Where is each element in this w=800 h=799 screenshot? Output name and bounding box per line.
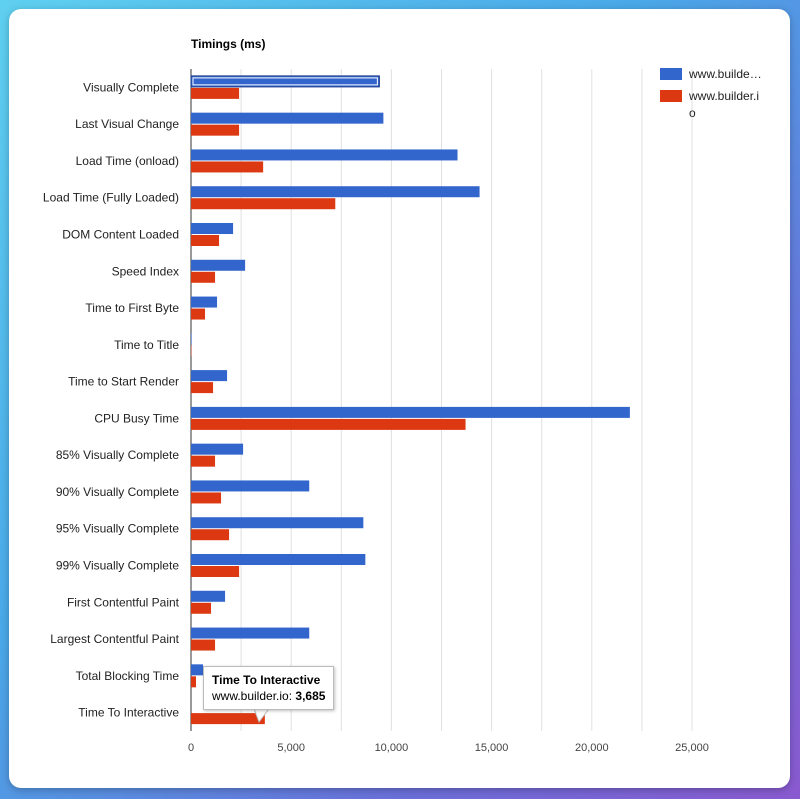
bar[interactable] — [191, 713, 265, 725]
bar[interactable] — [191, 112, 384, 124]
bar[interactable] — [191, 370, 228, 382]
category-label: First Contentful Paint — [67, 595, 180, 609]
category-label: Last Visual Change — [75, 117, 179, 131]
bar[interactable] — [191, 627, 310, 639]
category-label: Time to Start Render — [68, 375, 179, 389]
tooltip-value: 3,685 — [295, 689, 326, 703]
category-label: Time to Title — [114, 338, 179, 352]
bar[interactable] — [191, 676, 197, 688]
bar[interactable] — [191, 602, 212, 614]
bar[interactable] — [191, 590, 226, 602]
chart-card: Timings (ms) 0 5,000 10,000 15,000 20,000 25,0… — [9, 9, 790, 788]
category-label: Load Time (Fully Loaded) — [43, 191, 179, 205]
category-label: CPU Busy Time — [94, 411, 179, 425]
bar[interactable] — [191, 223, 234, 234]
bar[interactable] — [191, 198, 336, 210]
legend-swatch[interactable] — [660, 68, 682, 80]
bar[interactable] — [191, 566, 240, 577]
bar[interactable] — [191, 480, 310, 492]
bar[interactable] — [191, 418, 466, 430]
bar[interactable] — [191, 443, 244, 455]
category-label: Time to First Byte — [85, 301, 179, 315]
category-label: 95% Visually Complete — [56, 522, 180, 536]
category-label: 90% Visually Complete — [56, 485, 180, 499]
x-tick-label: 5,000 — [277, 742, 305, 754]
bar[interactable] — [191, 235, 220, 246]
category-label: Speed Index — [112, 264, 179, 278]
bar[interactable] — [191, 161, 264, 173]
x-tick-label: 0 — [188, 742, 194, 754]
bar[interactable] — [191, 554, 366, 565]
tooltip: Time To Interactive www.builder.io: 3,68… — [203, 666, 335, 710]
bar[interactable] — [191, 455, 216, 467]
chart-title: Timings (ms) — [191, 37, 265, 51]
tooltip-title: Time To Interactive — [212, 673, 321, 687]
category-label: Visually Complete — [83, 80, 179, 94]
category-label: 85% Visually Complete — [56, 448, 180, 462]
legend-label[interactable]: www.builder.i — [688, 89, 759, 103]
bar[interactable] — [191, 87, 240, 99]
bar[interactable] — [191, 517, 364, 529]
x-tick-label: 10,000 — [375, 742, 409, 754]
bar[interactable] — [190, 75, 380, 88]
category-label: Time To Interactive — [78, 706, 179, 720]
bar[interactable] — [191, 492, 222, 504]
bar[interactable] — [191, 259, 246, 271]
bar-highlight-outline — [192, 77, 378, 86]
legend-swatch[interactable] — [660, 90, 682, 102]
legend-label[interactable]: o — [689, 106, 696, 120]
x-tick-label: 20,000 — [575, 742, 609, 754]
category-label: Load Time (onload) — [76, 154, 179, 168]
bar[interactable] — [191, 639, 216, 651]
category-label: Total Blocking Time — [76, 669, 180, 683]
category-label: 99% Visually Complete — [56, 559, 180, 573]
bar[interactable] — [191, 664, 204, 676]
bar[interactable] — [191, 124, 240, 136]
tooltip-label: www.builder.io: — [212, 689, 293, 703]
bar[interactable] — [191, 333, 192, 345]
bar[interactable] — [191, 271, 216, 283]
bar[interactable] — [191, 382, 214, 394]
bar[interactable] — [191, 149, 458, 161]
bar[interactable] — [191, 406, 630, 418]
bar[interactable] — [191, 296, 218, 308]
bar-chart: Timings (ms) 0 5,000 10,000 15,000 20,000 25,0… — [43, 37, 762, 754]
bar[interactable] — [191, 529, 230, 541]
legend-label[interactable]: www.builde… — [688, 67, 762, 81]
x-tick-label: 15,000 — [475, 742, 509, 754]
x-tick-label: 25,000 — [675, 742, 709, 754]
category-label: DOM Content Loaded — [62, 228, 179, 242]
bar[interactable] — [191, 186, 480, 198]
bar[interactable] — [191, 308, 206, 320]
category-label: Largest Contentful Paint — [50, 632, 179, 646]
